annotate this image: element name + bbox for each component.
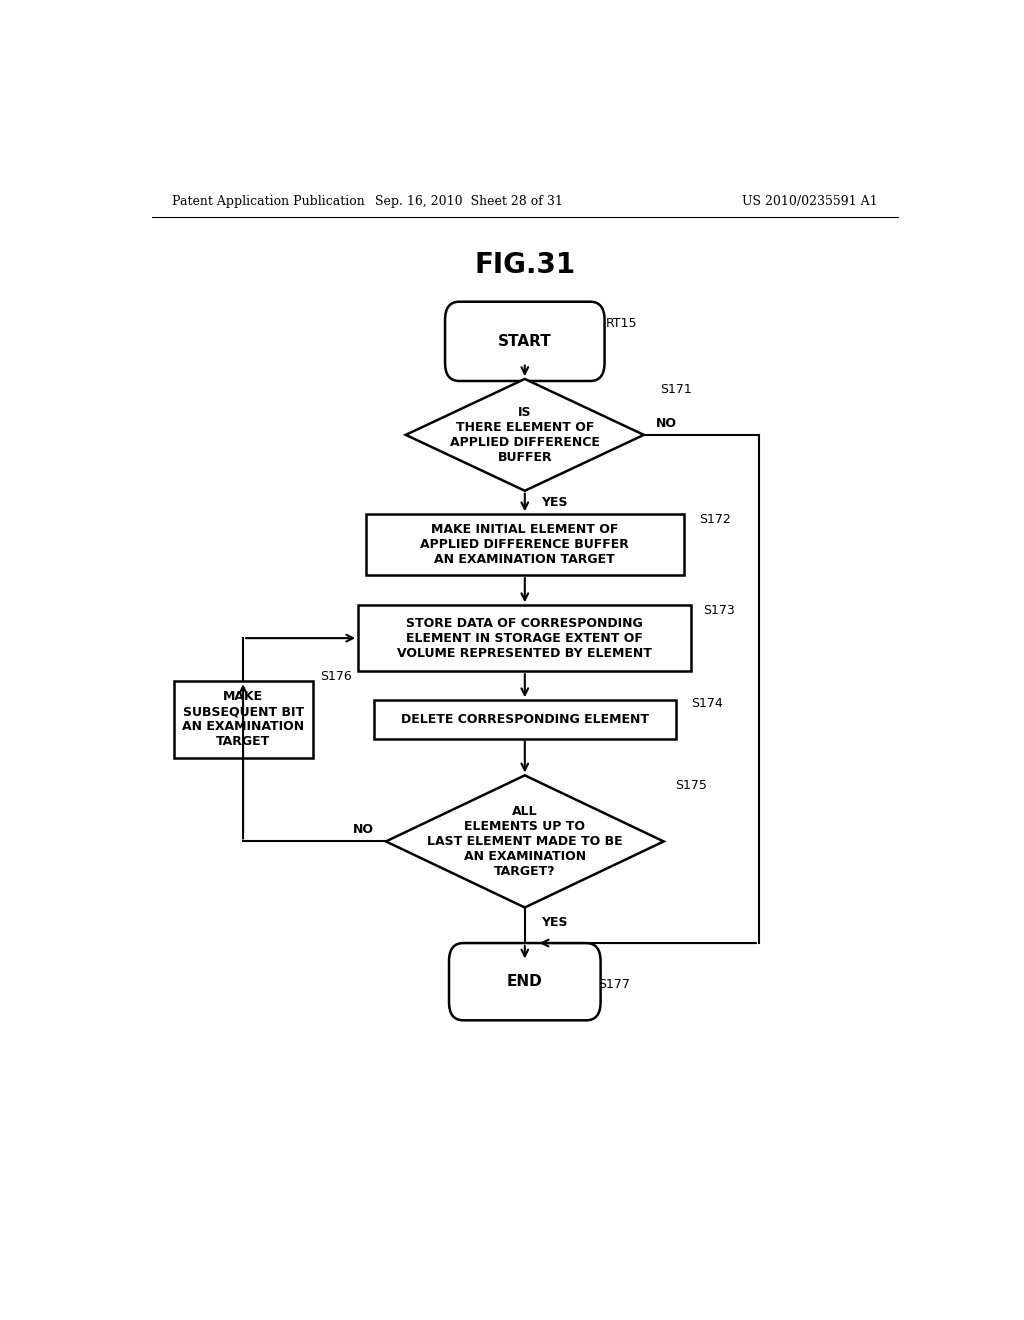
Text: START: START	[498, 334, 552, 348]
Text: FIG.31: FIG.31	[474, 251, 575, 279]
Text: S173: S173	[703, 603, 735, 616]
Text: YES: YES	[541, 916, 567, 929]
Text: S172: S172	[699, 512, 731, 525]
Bar	[174, 681, 312, 758]
Bar	[374, 700, 676, 739]
FancyBboxPatch shape	[445, 302, 604, 381]
Text: S176: S176	[321, 669, 352, 682]
Text: US 2010/0235591 A1: US 2010/0235591 A1	[742, 195, 878, 209]
Text: Sep. 16, 2010  Sheet 28 of 31: Sep. 16, 2010 Sheet 28 of 31	[376, 195, 563, 209]
Polygon shape	[386, 775, 664, 907]
Text: IS
THERE ELEMENT OF
APPLIED DIFFERENCE
BUFFER: IS THERE ELEMENT OF APPLIED DIFFERENCE B…	[450, 405, 600, 463]
Bar	[358, 605, 691, 671]
FancyBboxPatch shape	[449, 942, 601, 1020]
Text: S177: S177	[598, 978, 630, 991]
Text: NO: NO	[655, 417, 677, 430]
Text: STORE DATA OF CORRESPONDING
ELEMENT IN STORAGE EXTENT OF
VOLUME REPRESENTED BY E: STORE DATA OF CORRESPONDING ELEMENT IN S…	[397, 616, 652, 660]
Text: ALL
ELEMENTS UP TO
LAST ELEMENT MADE TO BE
AN EXAMINATION
TARGET?: ALL ELEMENTS UP TO LAST ELEMENT MADE TO …	[427, 805, 623, 878]
Text: RT15: RT15	[606, 317, 638, 330]
Text: S175: S175	[676, 779, 708, 792]
Bar	[367, 515, 684, 576]
Text: NO: NO	[353, 824, 374, 837]
Text: MAKE INITIAL ELEMENT OF
APPLIED DIFFERENCE BUFFER
AN EXAMINATION TARGET: MAKE INITIAL ELEMENT OF APPLIED DIFFEREN…	[421, 523, 629, 566]
Text: END: END	[507, 974, 543, 989]
Polygon shape	[406, 379, 644, 491]
Text: MAKE
SUBSEQUENT BIT
AN EXAMINATION
TARGET: MAKE SUBSEQUENT BIT AN EXAMINATION TARGE…	[182, 690, 304, 748]
Text: YES: YES	[541, 496, 567, 510]
Text: S171: S171	[659, 383, 691, 396]
Text: DELETE CORRESPONDING ELEMENT: DELETE CORRESPONDING ELEMENT	[400, 713, 649, 726]
Text: S174: S174	[691, 697, 723, 710]
Text: Patent Application Publication: Patent Application Publication	[172, 195, 365, 209]
